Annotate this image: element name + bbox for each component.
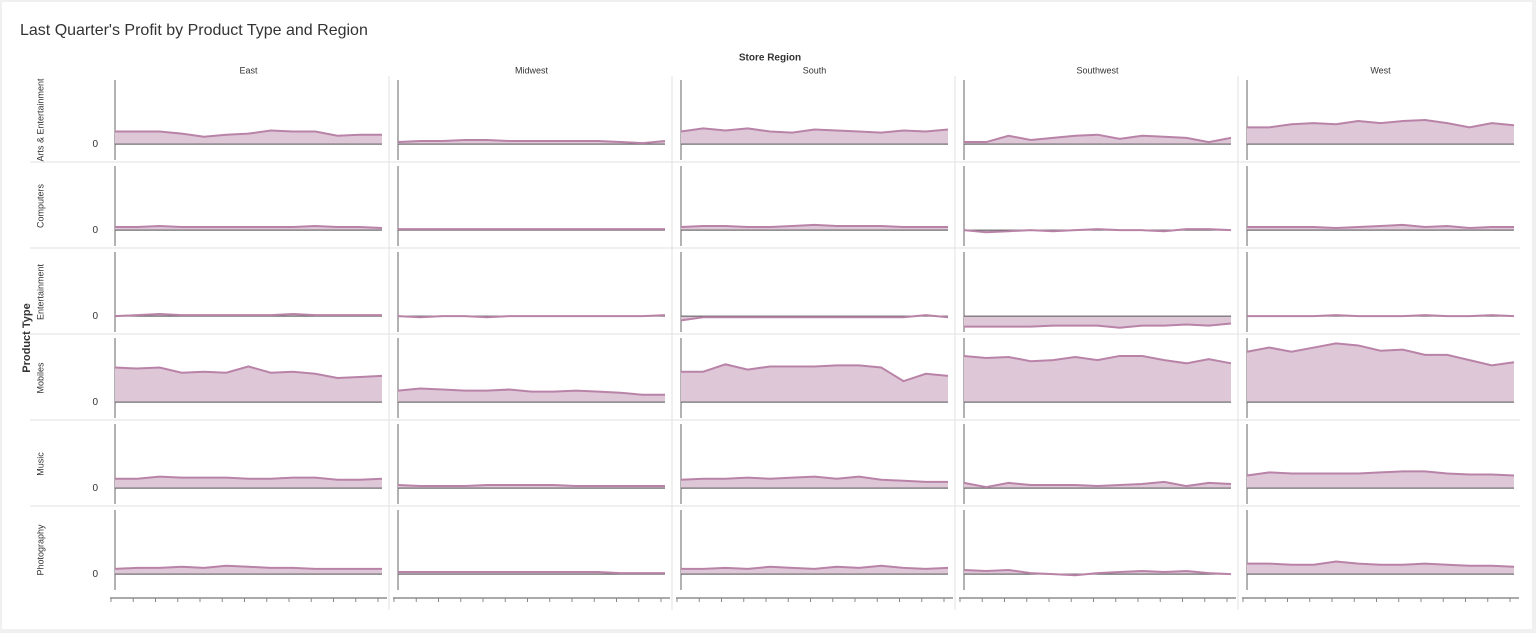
area xyxy=(115,366,382,403)
y-tick-label: 0 xyxy=(92,225,98,236)
row-label: Arts & Entertainment xyxy=(35,78,45,162)
line xyxy=(680,314,949,322)
line xyxy=(1246,470,1515,477)
area xyxy=(964,481,1231,489)
line xyxy=(680,475,948,483)
line xyxy=(1247,223,1514,230)
row-label: Computers xyxy=(35,183,45,228)
column-title: Store Region xyxy=(739,53,801,64)
line xyxy=(964,322,1232,329)
line xyxy=(680,127,949,134)
line xyxy=(114,313,382,318)
line xyxy=(115,129,382,138)
area xyxy=(1247,120,1514,145)
line xyxy=(115,224,383,230)
column-label: West xyxy=(1370,65,1391,75)
column-label: Southwest xyxy=(1076,65,1119,75)
area xyxy=(964,355,1231,403)
y-tick-label: 0 xyxy=(92,311,98,322)
line xyxy=(397,314,666,319)
chart-title: Last Quarter's Profit by Product Type an… xyxy=(20,22,368,39)
line xyxy=(963,568,1232,577)
area xyxy=(1247,343,1514,403)
line xyxy=(681,363,949,383)
line xyxy=(397,138,666,145)
y-tick-label: 0 xyxy=(92,139,98,150)
line xyxy=(681,564,949,570)
line xyxy=(114,564,382,570)
area xyxy=(398,485,665,489)
column-label: East xyxy=(239,65,258,75)
line xyxy=(1247,560,1515,568)
line xyxy=(114,365,383,380)
y-tick-label: 0 xyxy=(92,397,98,408)
y-tick-label: 0 xyxy=(92,483,98,494)
column-label: South xyxy=(803,65,827,75)
area xyxy=(681,565,948,575)
line xyxy=(115,475,383,481)
area xyxy=(115,565,382,575)
line xyxy=(963,480,1232,489)
line xyxy=(397,484,665,488)
column-label: Midwest xyxy=(515,65,549,75)
row-label: Music xyxy=(35,452,45,476)
area xyxy=(681,128,948,145)
line xyxy=(680,223,948,228)
row-label: Photography xyxy=(35,524,45,576)
area xyxy=(1247,471,1514,489)
y-tick-label: 0 xyxy=(92,569,98,580)
row-label: Mobiles xyxy=(35,362,45,394)
area xyxy=(681,476,948,489)
line xyxy=(1247,118,1515,129)
line xyxy=(963,354,1232,365)
line xyxy=(1247,314,1515,318)
line xyxy=(397,387,665,396)
line xyxy=(398,571,665,575)
row-title: Product Type xyxy=(21,303,33,372)
area xyxy=(115,476,382,489)
line xyxy=(963,228,1232,234)
area xyxy=(681,364,948,403)
line xyxy=(1246,342,1515,367)
line xyxy=(964,133,1232,144)
row-label: Entertainment xyxy=(35,263,45,320)
